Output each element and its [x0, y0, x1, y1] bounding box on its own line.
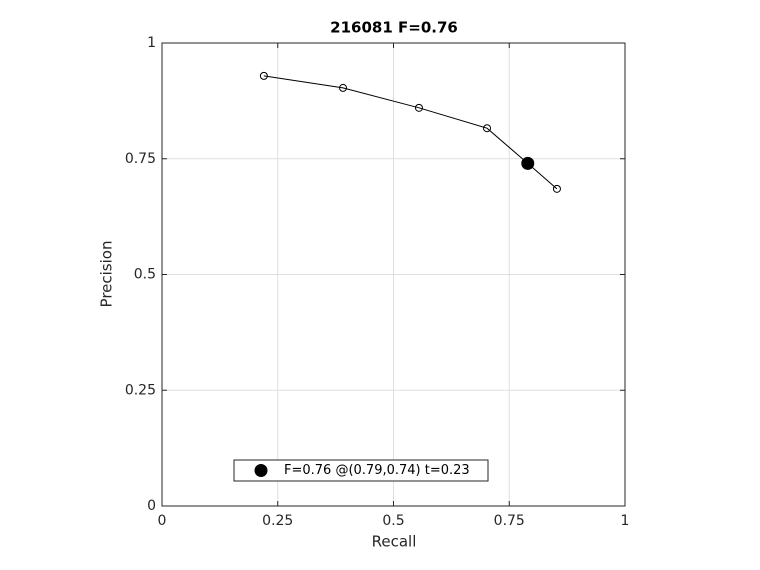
legend-label: F=0.76 @(0.79,0.74) t=0.23 [284, 463, 470, 478]
x-tick-label: 0.5 [382, 513, 404, 529]
x-tick-label: 0.25 [262, 513, 293, 529]
plot-frame [161, 42, 626, 507]
point [552, 184, 561, 193]
point [483, 124, 492, 133]
y-tick-label: 0 [147, 498, 156, 514]
x-tick-label: 1 [621, 513, 630, 529]
legend-box [233, 459, 489, 482]
y-tick-label: 0.5 [134, 267, 156, 283]
chart-title: 216081 F=0.76 [330, 19, 458, 37]
x-axis-label: Recall [372, 533, 417, 551]
point [414, 103, 423, 112]
y-axis-label: Precision [98, 241, 116, 308]
x-tick-label: 0 [158, 513, 167, 529]
point [339, 83, 348, 92]
legend-marker [254, 464, 268, 477]
point [259, 71, 268, 80]
x-tick-label: 0.75 [494, 513, 525, 529]
best-point [521, 156, 535, 170]
y-tick-label: 0.25 [125, 382, 156, 398]
y-tick-label: 0.75 [125, 151, 156, 167]
y-tick-label: 1 [147, 35, 156, 51]
